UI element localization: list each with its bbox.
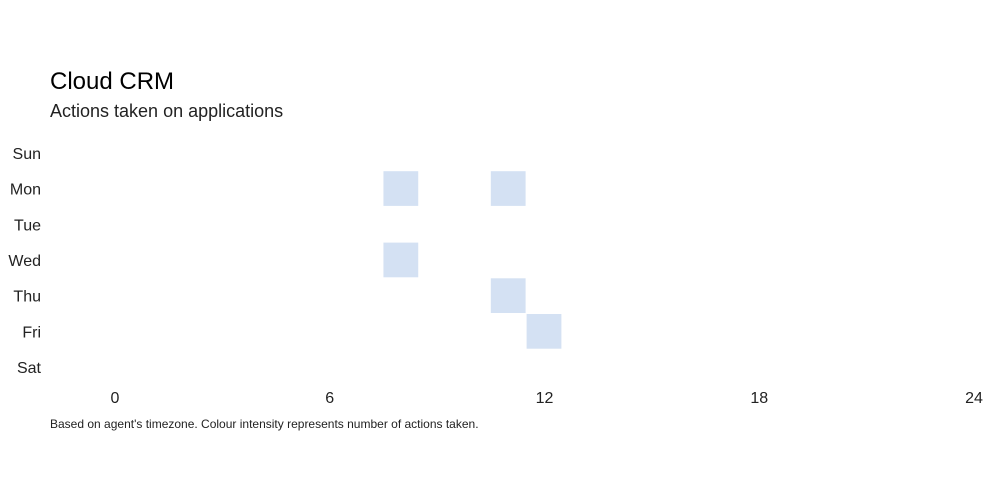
- x-tick-12: 12: [536, 390, 554, 407]
- chart-title: Cloud CRM: [50, 68, 175, 95]
- chart-footnote: Based on agent's timezone. Colour intens…: [50, 417, 479, 431]
- x-tick-6: 6: [325, 390, 334, 407]
- x-tick-24: 24: [965, 390, 983, 407]
- day-label-wed: Wed: [8, 253, 41, 270]
- day-label-mon: Mon: [10, 182, 41, 199]
- cells-layer: [383, 171, 562, 349]
- day-label-tue: Tue: [14, 217, 41, 234]
- day-labels: Sun Mon Tue Wed Thu Fri Sat: [8, 146, 41, 377]
- heatmap-cell-thu-11[interactable]: [490, 278, 526, 313]
- x-tick-18: 18: [750, 390, 768, 407]
- day-label-sat: Sat: [17, 360, 42, 377]
- x-tick-0: 0: [111, 390, 120, 407]
- day-label-sun: Sun: [13, 146, 41, 163]
- x-axis-ticks: 0 6 12 18 24: [111, 390, 983, 407]
- chart-subtitle: Actions taken on applications: [50, 101, 284, 121]
- day-label-fri: Fri: [22, 324, 41, 341]
- heatmap-cell-wed-8[interactable]: [383, 242, 419, 278]
- heatmap-cell-mon-8[interactable]: [383, 171, 419, 206]
- day-label-thu: Thu: [13, 289, 41, 306]
- heatmap-cell-fri-12[interactable]: [526, 314, 562, 349]
- heatmap-cell-mon-11[interactable]: [490, 171, 526, 206]
